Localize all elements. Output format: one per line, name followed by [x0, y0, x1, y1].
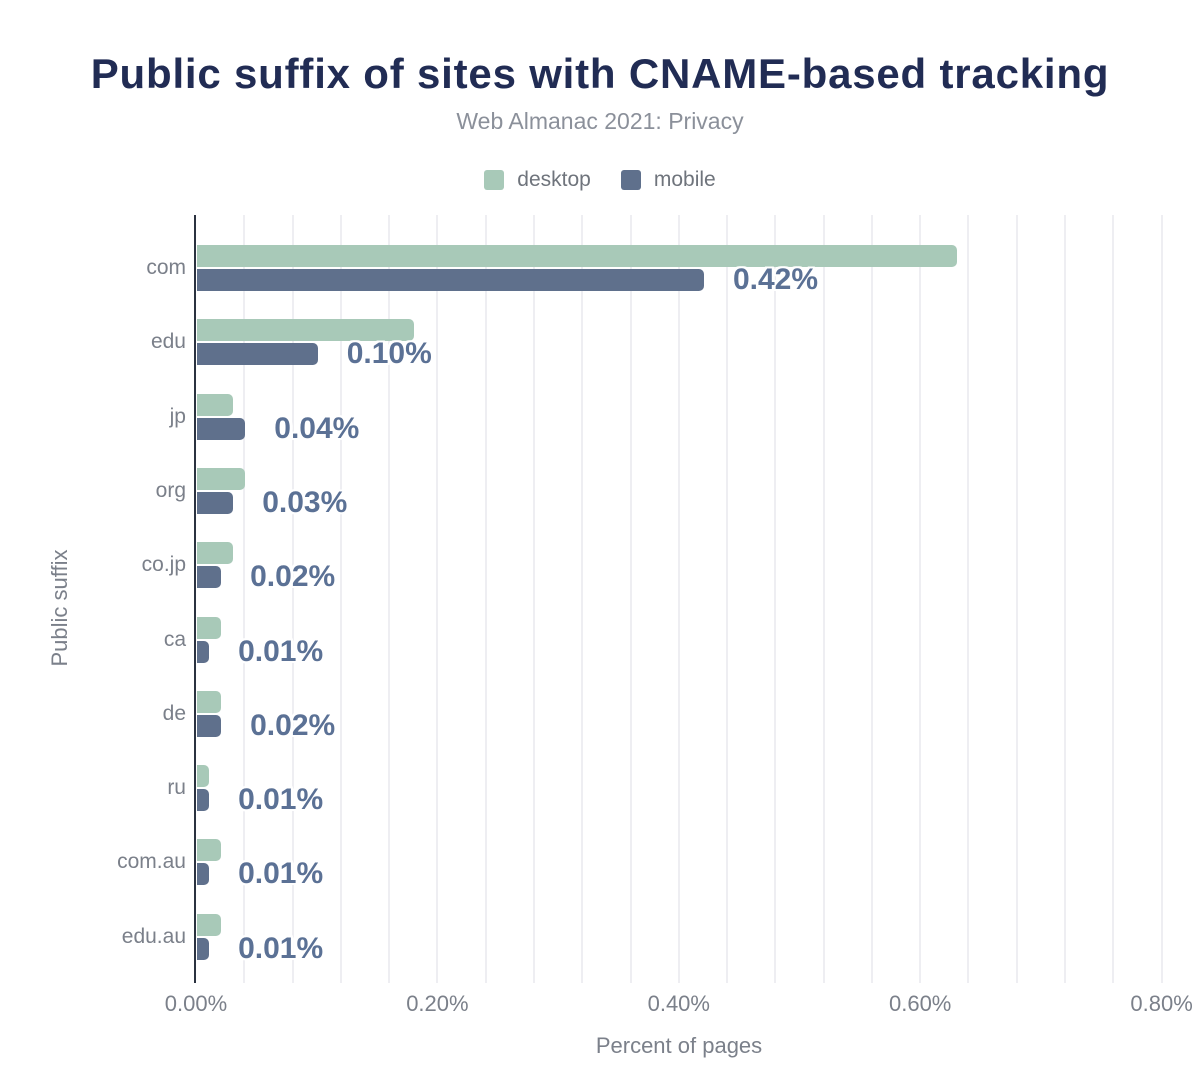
- category-label-ru: ru: [167, 776, 186, 800]
- y-axis-line: [194, 215, 196, 983]
- value-label-org: 0.03%: [262, 485, 348, 519]
- desktop-bar-edu[interactable]: [197, 319, 415, 342]
- gridline: [532, 215, 535, 983]
- category-label-edu.au: edu.au: [121, 924, 186, 948]
- legend-item-mobile[interactable]: mobile: [620, 168, 716, 192]
- legend-label-desktop: desktop: [517, 168, 591, 191]
- gridline: [581, 215, 584, 983]
- gridline: [1112, 215, 1115, 983]
- category-label-jp: jp: [169, 404, 186, 428]
- value-label-com: 0.42%: [732, 263, 819, 296]
- legend-item-desktop[interactable]: desktop: [484, 168, 591, 192]
- value-label-ca: 0.01%: [238, 634, 324, 668]
- legend-label-mobile: mobile: [653, 168, 716, 191]
- x-tick-0.80%: 0.80%: [1130, 991, 1193, 1016]
- x-axis-title: Percent of pages: [595, 1033, 763, 1058]
- gridline: [774, 215, 777, 983]
- desktop-swatch-icon: [484, 170, 505, 190]
- value-label-edu.au: 0.01%: [238, 931, 324, 965]
- gridline: [436, 215, 439, 983]
- mobile-bar-ru[interactable]: [197, 789, 210, 812]
- mobile-bar-edu[interactable]: [197, 343, 318, 366]
- desktop-bar-edu.au[interactable]: [197, 913, 222, 936]
- x-tick-0.00%: 0.00%: [164, 991, 228, 1016]
- value-label-ru: 0.01%: [238, 783, 324, 817]
- gridline: [243, 215, 246, 983]
- value-label-jp: 0.04%: [274, 411, 360, 445]
- mobile-bar-de[interactable]: [197, 714, 222, 737]
- desktop-bar-ru[interactable]: [197, 765, 210, 788]
- mobile-bar-jp[interactable]: [197, 417, 246, 440]
- desktop-bar-ca[interactable]: [197, 616, 222, 639]
- category-label-de: de: [162, 701, 186, 725]
- category-label-co.jp: co.jp: [141, 553, 186, 577]
- mobile-bar-org[interactable]: [197, 491, 234, 514]
- value-label-co.jp: 0.02%: [250, 560, 336, 594]
- mobile-bar-edu.au[interactable]: [197, 937, 210, 960]
- chart-subtitle: Web Almanac 2021: Privacy: [456, 108, 744, 134]
- gridline: [1064, 215, 1067, 983]
- gridline: [967, 215, 970, 983]
- gridline: [388, 215, 391, 983]
- gridline: [677, 215, 680, 983]
- gridline: [1015, 215, 1018, 983]
- category-label-ca: ca: [163, 627, 186, 651]
- mobile-bar-ca[interactable]: [197, 640, 210, 663]
- value-label-de: 0.02%: [250, 708, 336, 742]
- gridline: [1160, 215, 1163, 983]
- desktop-bar-de[interactable]: [197, 690, 222, 713]
- category-label-edu: edu: [150, 330, 186, 354]
- desktop-bar-org[interactable]: [197, 467, 246, 490]
- mobile-bar-co.jp[interactable]: [197, 566, 222, 589]
- gridline: [870, 215, 873, 983]
- category-label-org: org: [155, 478, 186, 502]
- desktop-bar-com[interactable]: [197, 245, 958, 267]
- x-tick-0.60%: 0.60%: [888, 991, 952, 1016]
- gridline: [822, 215, 825, 983]
- gridline: [484, 215, 487, 983]
- category-label-com: com: [146, 256, 186, 279]
- gridline: [339, 215, 342, 983]
- gridline: [629, 215, 632, 983]
- y-axis-title: Public suffix: [47, 549, 72, 667]
- x-tick-0.20%: 0.20%: [406, 991, 469, 1016]
- gridline: [726, 215, 729, 983]
- category-label-com.au: com.au: [117, 850, 186, 874]
- mobile-swatch-icon: [620, 170, 641, 190]
- desktop-bar-com.au[interactable]: [197, 839, 222, 862]
- mobile-bar-com.au[interactable]: [197, 863, 210, 886]
- value-label-edu: 0.10%: [346, 337, 432, 371]
- mobile-bar-com[interactable]: [197, 269, 704, 291]
- gridline: [291, 215, 294, 983]
- gridline: [919, 215, 922, 983]
- desktop-bar-jp[interactable]: [197, 393, 234, 416]
- x-tick-0.40%: 0.40%: [647, 991, 710, 1016]
- legend: desktop mobile: [0, 168, 1200, 192]
- chart-title: Public suffix of sites with CNAME-based …: [90, 50, 1110, 97]
- value-label-com.au: 0.01%: [238, 857, 324, 891]
- desktop-bar-co.jp[interactable]: [197, 542, 234, 565]
